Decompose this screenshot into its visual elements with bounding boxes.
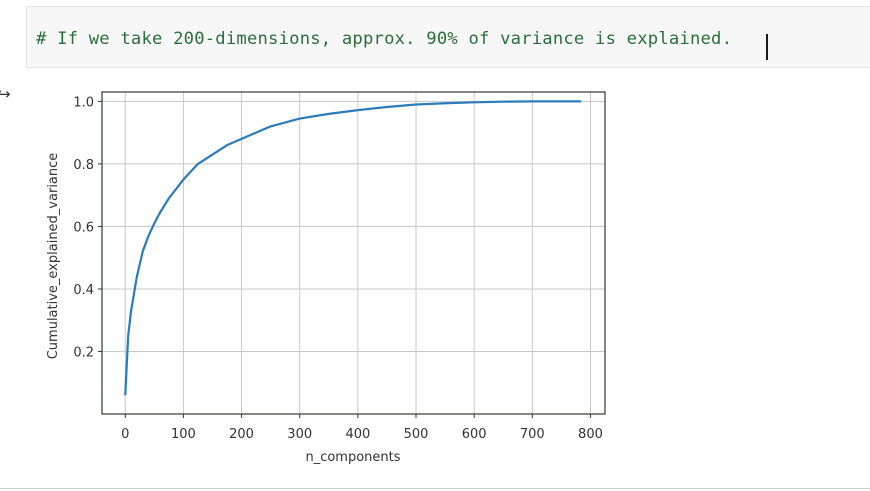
x-tick-label: 700 xyxy=(520,427,545,442)
x-tick-label: 500 xyxy=(404,427,429,442)
x-tick-label: 400 xyxy=(345,427,370,442)
text-cursor xyxy=(766,34,768,60)
x-tick-label: 100 xyxy=(171,427,196,442)
y-tick-label: 0.8 xyxy=(73,158,94,173)
y-tick-label: 0.2 xyxy=(73,345,94,360)
x-tick-label: 200 xyxy=(229,427,254,442)
x-tick-label: 0 xyxy=(121,427,129,442)
grid-lines xyxy=(102,92,605,414)
x-axis-ticks: 0 100 200 300 400 500 600 700 800 xyxy=(121,414,603,442)
code-cell[interactable]: # If we take 200-dimensions, approx. 90%… xyxy=(26,6,870,68)
y-tick-label: 0.4 xyxy=(73,283,94,298)
cumulative-variance-line xyxy=(124,100,582,396)
output-arrow-icon[interactable]: ↪ xyxy=(0,85,11,103)
y-tick-label: 1.0 xyxy=(73,95,94,110)
y-tick-label: 0.6 xyxy=(73,220,94,235)
y-axis-ticks: 0.2 0.4 0.6 0.8 1.0 xyxy=(73,95,102,360)
code-comment-line[interactable]: # If we take 200-dimensions, approx. 90%… xyxy=(36,29,733,49)
x-tick-label: 800 xyxy=(578,427,603,442)
plot-frame xyxy=(101,91,606,415)
x-axis-label: n_components xyxy=(305,450,400,465)
x-tick-label: 600 xyxy=(462,427,487,442)
cell-divider xyxy=(0,488,870,489)
y-axis-label: Cumulative_explained_variance xyxy=(46,153,61,360)
series-line-group xyxy=(124,100,582,396)
x-tick-label: 300 xyxy=(287,427,312,442)
